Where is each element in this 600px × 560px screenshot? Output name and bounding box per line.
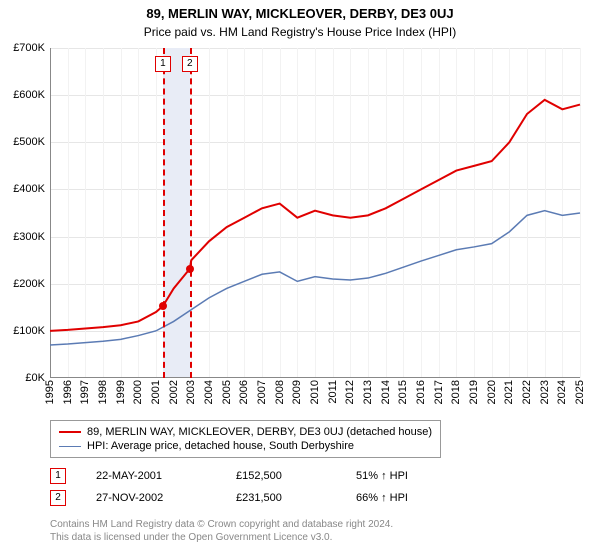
gridline-v: [580, 48, 581, 378]
xtick-label: 2021: [503, 380, 515, 404]
legend: 89, MERLIN WAY, MICKLEOVER, DERBY, DE3 0…: [50, 420, 441, 458]
chart-title: 89, MERLIN WAY, MICKLEOVER, DERBY, DE3 0…: [0, 0, 600, 21]
xtick-label: 2016: [415, 380, 427, 404]
footer-line-2: This data is licensed under the Open Gov…: [50, 531, 393, 544]
legend-row: 89, MERLIN WAY, MICKLEOVER, DERBY, DE3 0…: [59, 425, 432, 439]
xtick-label: 2005: [221, 380, 233, 404]
chart-subtitle: Price paid vs. HM Land Registry's House …: [0, 21, 600, 39]
sale-point-dot: [186, 265, 194, 273]
chart-area: 12 1995199619971998199920002001200220032…: [50, 48, 580, 378]
xtick-label: 1999: [115, 380, 127, 404]
legend-label: 89, MERLIN WAY, MICKLEOVER, DERBY, DE3 0…: [87, 426, 432, 438]
line-layer: [50, 48, 580, 378]
xtick-label: 2015: [397, 380, 409, 404]
legend-swatch: [59, 431, 81, 433]
sale-vs-hpi: 51% ↑ HPI: [356, 470, 408, 482]
ytick-label: £500K: [13, 136, 45, 148]
xtick-label: 2025: [574, 380, 586, 404]
sale-marker-line: [163, 48, 165, 378]
ytick-label: £200K: [13, 278, 45, 290]
legend-swatch: [59, 446, 81, 447]
xtick-label: 2002: [168, 380, 180, 404]
sale-price: £152,500: [236, 470, 326, 482]
xtick-label: 1998: [97, 380, 109, 404]
footer-line-1: Contains HM Land Registry data © Crown c…: [50, 518, 393, 531]
sale-index-box: 1: [50, 468, 66, 484]
ytick-label: £100K: [13, 325, 45, 337]
xtick-label: 2007: [256, 380, 268, 404]
xtick-label: 2004: [203, 380, 215, 404]
xtick-label: 2013: [362, 380, 374, 404]
sale-row: 2 27-NOV-2002 £231,500 66% ↑ HPI: [50, 487, 408, 509]
sale-marker-line: [190, 48, 192, 378]
xtick-label: 2012: [344, 380, 356, 404]
xtick-label: 2022: [521, 380, 533, 404]
xtick-label: 1995: [44, 380, 56, 404]
sale-row: 1 22-MAY-2001 £152,500 51% ↑ HPI: [50, 465, 408, 487]
sale-date: 22-MAY-2001: [96, 470, 206, 482]
xtick-label: 2000: [132, 380, 144, 404]
xtick-label: 2019: [468, 380, 480, 404]
xtick-label: 2024: [556, 380, 568, 404]
ytick-label: £600K: [13, 89, 45, 101]
footer-attribution: Contains HM Land Registry data © Crown c…: [50, 518, 393, 544]
xtick-label: 2020: [486, 380, 498, 404]
xtick-label: 2006: [238, 380, 250, 404]
xtick-label: 2023: [539, 380, 551, 404]
xtick-label: 2018: [450, 380, 462, 404]
ytick-label: £400K: [13, 183, 45, 195]
sale-marker-box: 1: [155, 56, 171, 72]
sale-date: 27-NOV-2002: [96, 492, 206, 504]
series-property: [50, 100, 580, 331]
series-hpi: [50, 211, 580, 345]
sale-point-dot: [159, 302, 167, 310]
ytick-label: £0K: [25, 372, 45, 384]
legend-row: HPI: Average price, detached house, Sout…: [59, 439, 432, 453]
xtick-label: 2008: [274, 380, 286, 404]
sale-index-box: 2: [50, 490, 66, 506]
sale-price: £231,500: [236, 492, 326, 504]
xtick-label: 2011: [327, 380, 339, 404]
xtick-label: 1997: [79, 380, 91, 404]
xtick-label: 2009: [291, 380, 303, 404]
xtick-label: 2014: [380, 380, 392, 404]
chart-container: 89, MERLIN WAY, MICKLEOVER, DERBY, DE3 0…: [0, 0, 600, 560]
xtick-label: 2001: [150, 380, 162, 404]
legend-label: HPI: Average price, detached house, Sout…: [87, 440, 354, 452]
xtick-label: 2010: [309, 380, 321, 404]
sale-vs-hpi: 66% ↑ HPI: [356, 492, 408, 504]
xtick-label: 2003: [185, 380, 197, 404]
xtick-label: 2017: [433, 380, 445, 404]
sale-marker-box: 2: [182, 56, 198, 72]
ytick-label: £300K: [13, 231, 45, 243]
sales-table: 1 22-MAY-2001 £152,500 51% ↑ HPI 2 27-NOV-200…: [50, 465, 408, 509]
xtick-label: 1996: [62, 380, 74, 404]
ytick-label: £700K: [13, 42, 45, 54]
